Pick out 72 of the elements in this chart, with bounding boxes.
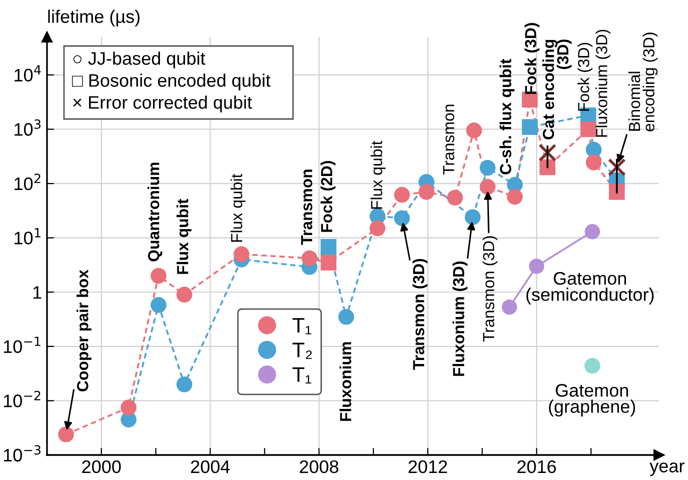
point — [320, 239, 336, 255]
point — [608, 158, 626, 176]
annotation: Flux qubit — [176, 198, 192, 274]
point — [584, 224, 600, 240]
y-tick-label: 1 — [33, 286, 42, 299]
annotation: Gatemon (semiconductor) — [526, 272, 654, 304]
y-tick-label: 10$^{−3}$ — [4, 445, 40, 462]
point — [120, 400, 137, 416]
y-tick-label: 10$^{−1}$ — [4, 336, 40, 354]
point — [584, 358, 600, 374]
point — [608, 184, 625, 200]
annotation: Quantronium — [148, 162, 162, 262]
point — [464, 209, 481, 226]
x-tick-label: 2000 — [82, 460, 121, 474]
annotation: Cooper pair box — [76, 270, 92, 392]
point — [447, 190, 463, 206]
point — [176, 286, 192, 303]
annotation: Transmon — [443, 104, 454, 175]
point — [586, 154, 602, 170]
point — [394, 210, 410, 226]
annotation: Binomial encoding (3D) — [628, 32, 658, 132]
point — [502, 299, 518, 315]
point — [150, 297, 166, 313]
y-tick-label: 10$^{3}$ — [14, 119, 41, 136]
x-tick-label: 2012 — [408, 460, 447, 474]
point — [528, 258, 544, 274]
y-tick-label: 10$^{−2}$ — [4, 390, 40, 408]
point — [506, 188, 523, 205]
x-tick-label: 2008 — [300, 460, 338, 474]
point — [466, 122, 482, 138]
legend-label: T₂ — [292, 342, 312, 359]
annotation: Transmon (3D) — [482, 236, 498, 342]
point — [58, 426, 74, 442]
x-tick-label: 2004 — [191, 460, 230, 474]
point — [522, 119, 538, 135]
point — [370, 220, 386, 236]
annotation: □ Bosonic encoded qubit — [72, 74, 270, 90]
point — [176, 376, 192, 392]
point — [418, 184, 434, 200]
point — [394, 186, 410, 203]
point — [580, 121, 596, 138]
annotation: Transmon — [301, 170, 312, 245]
annotation: Flux qubit — [230, 174, 246, 242]
annotation: × Error corrected qubit — [73, 96, 252, 112]
annotation: Fluxonium — [340, 342, 352, 421]
y-tick-label: 10$^{2}$ — [14, 174, 40, 190]
annotation: Fock (3D) — [524, 23, 540, 94]
annotation: Flux qubit — [370, 140, 386, 209]
annotation: Fluxonium (3D) — [596, 30, 610, 137]
point — [320, 254, 336, 270]
point — [480, 160, 496, 176]
annotation: Fluxonium (3D) — [452, 262, 468, 376]
point — [234, 246, 250, 262]
y-tick-label: 10$^{4}$ — [14, 65, 41, 82]
legend-label: T₁ — [292, 318, 312, 334]
x-tick-label: 2016 — [517, 460, 556, 474]
point — [302, 250, 318, 266]
point — [480, 178, 496, 195]
annotation: Fock (2D) — [320, 161, 336, 232]
point — [540, 159, 556, 176]
point — [338, 308, 354, 325]
y-axis-title: lifetime (µs) — [48, 10, 140, 27]
annotation: ○ JJ-based qubit — [73, 52, 206, 68]
annotation: Cat encoding (3D) — [542, 40, 572, 140]
point — [150, 268, 166, 284]
x-axis-title: year — [650, 462, 684, 476]
legend-label: T₁ — [292, 367, 312, 384]
annotation: C-sh. flux qubit — [500, 58, 514, 174]
annotation: Fock (3D) — [578, 42, 592, 111]
annotation: Gatemon (graphene) — [548, 384, 636, 417]
y-tick-label: 10$^{1}$ — [14, 228, 40, 244]
annotation: Transmon (3D) — [412, 258, 428, 370]
